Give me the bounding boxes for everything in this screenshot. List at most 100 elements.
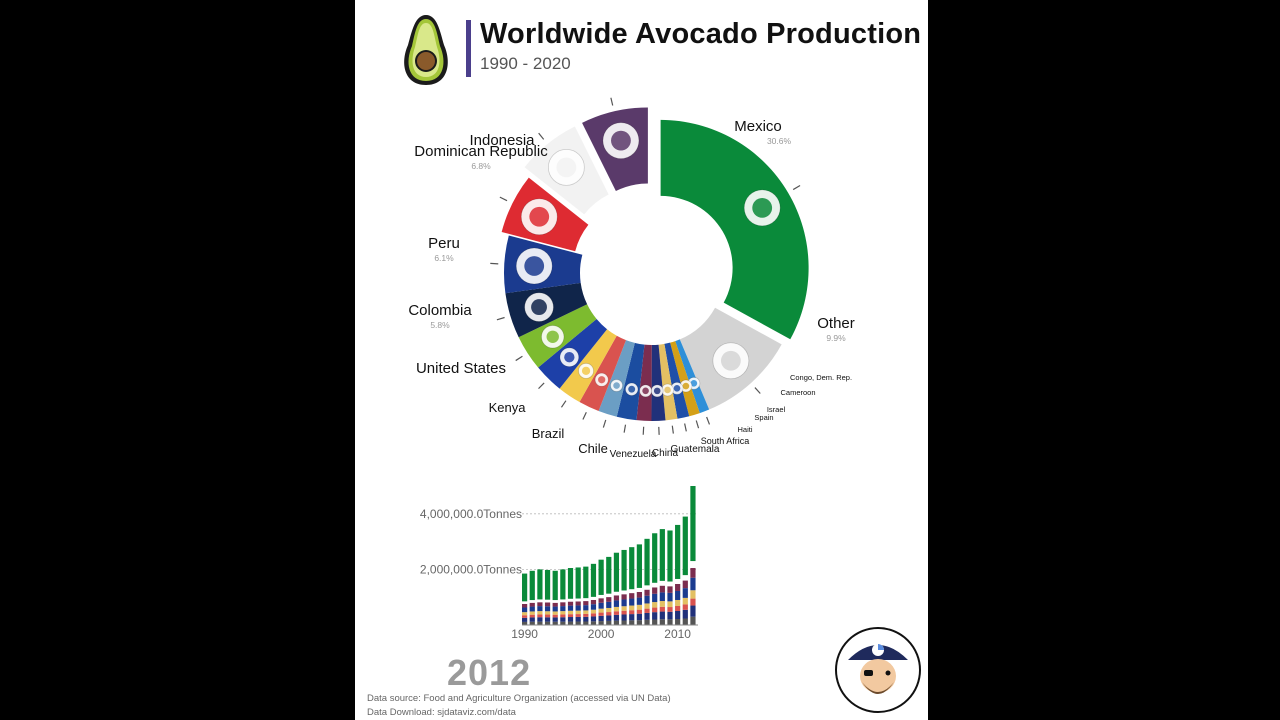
bar-segment-1991-6 (529, 600, 535, 603)
bar-segment-1997-0 (575, 621, 581, 625)
bar-segment-2005-5 (636, 591, 642, 598)
bar-segment-2010-2 (675, 605, 681, 611)
bar-segment-1997-4 (575, 605, 581, 611)
slice-label-colombia: Colombia (408, 302, 472, 319)
bar-segment-1998-3 (583, 610, 589, 614)
bar-segment-2003-2 (621, 610, 627, 615)
leader-other (754, 387, 761, 394)
bar-segment-1998-4 (583, 605, 589, 611)
bar-segment-2001-3 (606, 607, 612, 613)
bar-segment-1993-0 (544, 621, 551, 625)
bar-segment-1990-0 (522, 621, 528, 625)
bar-segment-2012-2 (690, 598, 696, 606)
bar-segment-2008-4 (659, 592, 665, 602)
slice-label-united-states: United States (416, 360, 506, 377)
leader-china (602, 419, 607, 428)
bar-segment-2011-6 (682, 575, 688, 581)
flag-haiti-emblem (653, 387, 661, 395)
bar-segment-2001-5 (606, 597, 612, 602)
stacked-bar-chart: 4,000,000.0Tonnes 2,000,000.0Tonnes 1990 20… (420, 486, 698, 641)
bar-segment-1992-1 (537, 617, 543, 622)
flag-mexico-emblem (752, 197, 773, 218)
bar-segment-2011-0 (682, 618, 688, 625)
bar-segment-2012-5 (690, 568, 696, 578)
bar-segment-2011-2 (682, 604, 688, 610)
bar-segment-2009-4 (667, 592, 673, 602)
bar-segment-2006-0 (644, 619, 650, 625)
bar-segment-1993-5 (544, 602, 551, 607)
slice-label-spain: Spain (754, 413, 773, 422)
bar-segment-1991-2 (529, 614, 535, 618)
bar-segment-2012-6 (690, 561, 696, 569)
bar-segment-2002-6 (613, 591, 620, 596)
slice-haiti (651, 344, 666, 421)
bar-segment-1994-2 (552, 614, 558, 618)
bar-segment-2000-5 (598, 598, 604, 603)
bar-segment-2006-2 (644, 608, 650, 613)
y-tick-label: 2,000,000.0Tonnes (420, 562, 522, 576)
bar-segment-1997-7 (575, 567, 581, 599)
bar-segment-2005-7 (636, 544, 642, 588)
flag-dominican-republic-emblem (611, 130, 631, 151)
bar-segment-1994-5 (552, 602, 558, 607)
bar-segment-2000-7 (598, 559, 604, 595)
bar-segment-2004-6 (629, 589, 635, 594)
piechartpirate-logo (835, 627, 921, 713)
bar-segment-2012-0 (690, 616, 696, 625)
bar-segment-2010-1 (675, 610, 681, 619)
bar-segment-2003-5 (621, 594, 627, 600)
bar-segment-1994-4 (552, 606, 558, 612)
bar-segment-2009-2 (667, 607, 673, 612)
bar-segment-1992-3 (537, 611, 543, 615)
slice-congo-dem-rep (675, 339, 710, 414)
bar-segment-1995-7 (560, 569, 566, 600)
donut-hole (581, 202, 723, 344)
bar-segment-2000-4 (598, 602, 604, 609)
bar-segment-2001-0 (606, 620, 612, 625)
bar-segment-1999-3 (590, 609, 597, 614)
avocado-icon (404, 15, 448, 85)
bar-segment-1991-4 (529, 606, 535, 612)
flag-cameroon-emblem (682, 382, 690, 390)
slice-label-china: China (652, 448, 679, 459)
bar-segment-2006-4 (644, 595, 650, 604)
bar-segment-2002-3 (613, 606, 620, 612)
flag-spain-emblem (664, 386, 671, 394)
flag-south-africa-emblem (642, 387, 649, 395)
x-tick-label: 2010 (664, 627, 691, 641)
bar-segment-1990-7 (522, 573, 528, 602)
bar-segment-2001-2 (606, 612, 612, 616)
bar-segment-2009-0 (667, 619, 673, 625)
leader-united-states (496, 316, 505, 321)
bar-segment-2005-6 (636, 587, 642, 592)
slice-spain (658, 343, 678, 421)
leader-mexico (792, 184, 801, 191)
bar-segment-2004-4 (629, 598, 635, 606)
chart-subtitle: 1990 - 2020 (480, 54, 571, 73)
bar-segment-2001-1 (606, 615, 612, 621)
bar-segment-1998-5 (583, 601, 589, 606)
leader-peru (499, 196, 508, 202)
leader-israel (684, 423, 687, 432)
bar-segment-2011-3 (682, 597, 688, 605)
bar-segment-2009-5 (667, 586, 673, 593)
leader-chile (560, 400, 567, 408)
bar-segment-1991-0 (529, 621, 535, 625)
bar-segment-1996-4 (567, 605, 574, 611)
slice-percent-mexico: 30.6% (767, 136, 792, 146)
slice-label-guatemala: Guatemala (671, 444, 720, 455)
slice-label-congo-dem-rep: Congo, Dem. Rep. (790, 373, 852, 382)
bar-segment-1992-2 (537, 614, 543, 618)
bar-segment-2010-6 (675, 578, 681, 584)
leader-venezuela (582, 412, 587, 420)
slice-percent-colombia: 5.8% (430, 320, 450, 330)
bar-segment-2003-4 (621, 599, 627, 607)
bar-segment-2003-1 (621, 614, 627, 621)
bar-segment-1993-7 (544, 569, 551, 600)
flag-colombia-emblem (524, 256, 545, 276)
slice-label-chile: Chile (578, 441, 608, 456)
bar-segment-2003-6 (621, 590, 627, 595)
bar-segment-2005-4 (636, 597, 642, 605)
bar-segment-2007-7 (652, 533, 658, 583)
slice-china (598, 340, 635, 417)
